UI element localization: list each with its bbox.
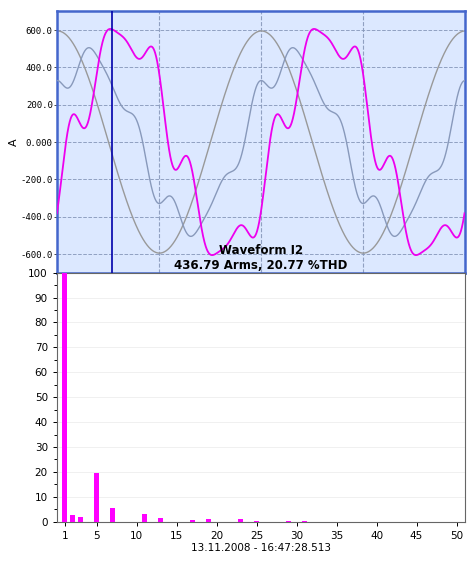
- Text: 13.11.2008
16:47:28.513: 13.11.2008 16:47:28.513: [57, 283, 117, 303]
- Text: 20.004 (mS)
4 mSec/Div: 20.004 (mS) 4 mSec/Div: [233, 283, 288, 303]
- Bar: [238, 519, 243, 522]
- Bar: [70, 515, 75, 522]
- X-axis label: 13.11.2008 - 16:47:28.513: 13.11.2008 - 16:47:28.513: [191, 543, 331, 553]
- Y-axis label: A: A: [9, 138, 19, 146]
- Bar: [142, 514, 147, 522]
- Bar: [206, 519, 211, 522]
- Title: Waveform I2
436.79 Arms, 20.77 %THD: Waveform I2 436.79 Arms, 20.77 %THD: [174, 244, 347, 272]
- Bar: [94, 473, 100, 522]
- Text: 13.11.2008
16:47:28.533: 13.11.2008 16:47:28.533: [404, 283, 465, 303]
- Bar: [190, 521, 195, 522]
- Bar: [158, 518, 164, 522]
- Bar: [62, 273, 67, 522]
- Bar: [78, 517, 83, 522]
- Bar: [254, 521, 259, 522]
- Bar: [110, 508, 116, 522]
